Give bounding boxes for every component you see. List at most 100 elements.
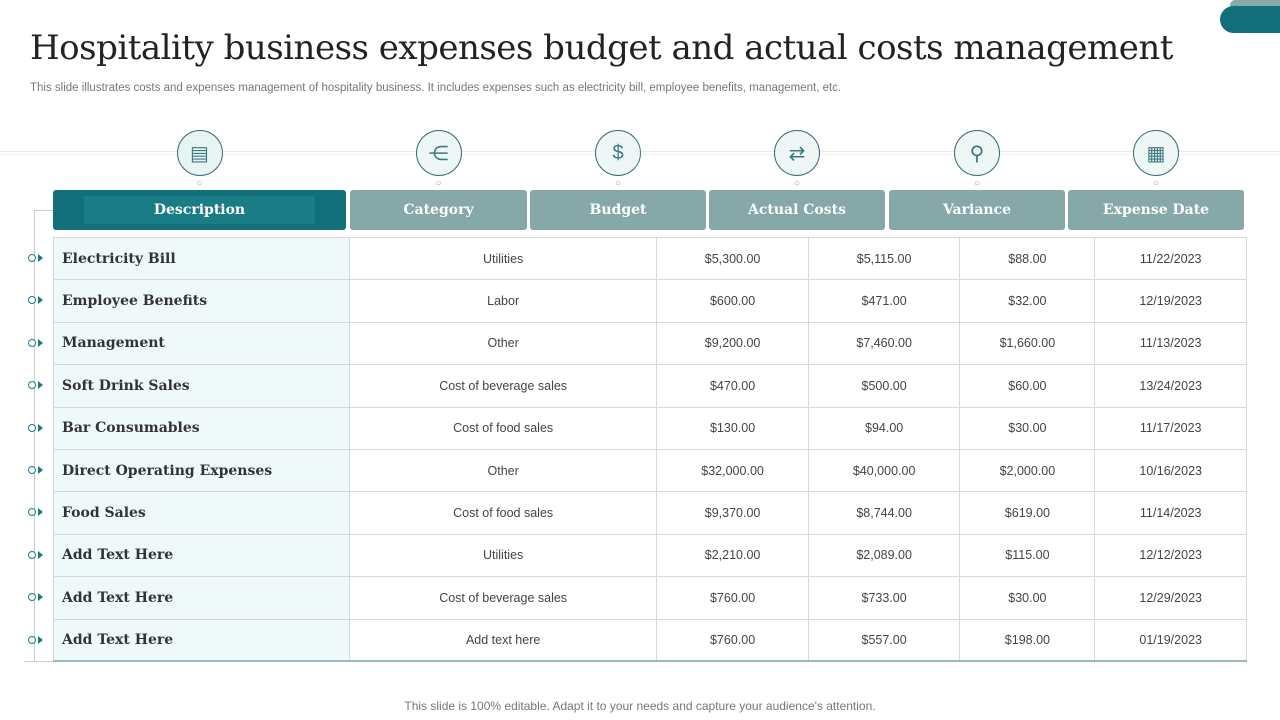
- row-marker-icon: [28, 507, 48, 517]
- table-cell: Add Text Here: [53, 576, 350, 620]
- corner-decoration: [1230, 0, 1280, 10]
- row-marker-icon: [28, 338, 48, 348]
- table-cell: Add text here: [348, 618, 658, 663]
- table-row: Management Other $9,200.00 $7,460.00 $1,660.…: [53, 321, 1247, 366]
- row-marker-icon: [28, 380, 48, 390]
- column-header: Category: [350, 190, 527, 230]
- table-row: Bar Consumables Cost of food sales $130.00…: [53, 406, 1247, 450]
- table-cell: 11/22/2023: [1094, 236, 1247, 281]
- table-cell: $130.00: [656, 406, 809, 450]
- table-cell: Direct Operating Expenses: [53, 448, 350, 493]
- expenses-table: Electricity Bill Utilities $5,300.00 $5,115…: [53, 236, 1247, 663]
- table-cell: $2,089.00: [807, 533, 961, 578]
- table-cell: 11/17/2023: [1094, 406, 1247, 450]
- table-cell: $115.00: [959, 533, 1096, 578]
- timeline-line: [34, 210, 35, 661]
- table-row: Electricity Bill Utilities $5,300.00 $5,115…: [53, 236, 1247, 281]
- page-title: Hospitality business expenses budget and…: [30, 28, 1173, 68]
- table-cell: 11/13/2023: [1094, 321, 1247, 366]
- table-cell: $94.00: [807, 406, 961, 450]
- table-cell: $7,460.00: [807, 321, 961, 366]
- column-header-label: Variance: [942, 202, 1012, 218]
- column-header: Actual Costs: [709, 190, 885, 230]
- column-header-label: Expense Date: [1102, 202, 1210, 218]
- table-cell: Cost of beverage sales: [348, 576, 658, 620]
- table-row: Employee Benefits Labor $600.00 $471.00 $32.…: [53, 279, 1247, 323]
- table-cell: Bar Consumables: [53, 406, 350, 450]
- table-cell: $557.00: [807, 618, 961, 663]
- timeline-line: [34, 210, 53, 211]
- row-marker-icon: [28, 295, 48, 305]
- row-marker-icon: [28, 635, 48, 645]
- currency-exchange-icon: ⇄: [774, 130, 820, 176]
- table-row: Add Text Here Cost of beverage sales $760.…: [53, 576, 1247, 620]
- analytics-icon: ⚲: [954, 130, 1000, 176]
- table-cell: Utilities: [348, 236, 658, 281]
- row-marker-icon: [28, 592, 48, 602]
- footer-note: This slide is 100% editable. Adapt it to…: [404, 699, 876, 713]
- table-row: Direct Operating Expenses Other $32,000.00…: [53, 448, 1247, 493]
- money-bag-icon: $: [595, 130, 641, 176]
- table-cell: Food Sales: [53, 491, 350, 535]
- table-cell: Cost of beverage sales: [348, 364, 658, 408]
- column-header-label: Description: [83, 196, 316, 224]
- table-cell: $760.00: [656, 618, 809, 663]
- table-row: Soft Drink Sales Cost of beverage sales $4…: [53, 364, 1247, 408]
- table-cell: Cost of food sales: [348, 491, 658, 535]
- table-cell: $2,000.00: [959, 448, 1096, 493]
- table-cell: $760.00: [656, 576, 809, 620]
- table-cell: $619.00: [959, 491, 1096, 535]
- column-header: Variance: [889, 190, 1065, 230]
- table-cell: $2,210.00: [656, 533, 809, 578]
- table-cell: Soft Drink Sales: [53, 364, 350, 408]
- table-cell: $88.00: [959, 236, 1096, 281]
- corner-decoration: [1220, 6, 1280, 33]
- column-header: Budget: [530, 190, 706, 230]
- table-cell: 13/24/2023: [1094, 364, 1247, 408]
- table-cell: $9,370.00: [656, 491, 809, 535]
- table-row: Add Text Here Utilities $2,210.00 $2,089.00…: [53, 533, 1247, 578]
- table-cell: $9,200.00: [656, 321, 809, 366]
- table-cell: 12/19/2023: [1094, 279, 1247, 323]
- table-cell: $30.00: [959, 576, 1096, 620]
- table-cell: Add Text Here: [53, 618, 350, 663]
- table-cell: $471.00: [807, 279, 961, 323]
- table-cell: $470.00: [656, 364, 809, 408]
- row-marker-icon: [28, 423, 48, 433]
- page-subtitle: This slide illustrates costs and expense…: [30, 82, 842, 94]
- column-header: Expense Date: [1068, 190, 1244, 230]
- table-cell: 11/14/2023: [1094, 491, 1247, 535]
- table-cell: Other: [348, 448, 658, 493]
- table-cell: $8,744.00: [807, 491, 961, 535]
- table-cell: $32,000.00: [656, 448, 809, 493]
- table-cell: Cost of food sales: [348, 406, 658, 450]
- table-cell: $60.00: [959, 364, 1096, 408]
- table-cell: Electricity Bill: [53, 236, 350, 281]
- column-header-label: Budget: [589, 202, 647, 218]
- calendar-icon: ▦: [1133, 130, 1179, 176]
- table-cell: 10/16/2023: [1094, 448, 1247, 493]
- table-cell: $600.00: [656, 279, 809, 323]
- column-header-label: Category: [403, 202, 474, 218]
- timeline-line: [24, 661, 53, 662]
- table-cell: 01/19/2023: [1094, 618, 1247, 663]
- row-marker-icon: [28, 253, 48, 263]
- table-cell: $500.00: [807, 364, 961, 408]
- table-cell: $40,000.00: [807, 448, 961, 493]
- table-cell: Management: [53, 321, 350, 366]
- column-header-label: Actual Costs: [747, 202, 846, 218]
- table-cell: Utilities: [348, 533, 658, 578]
- table-cell: $733.00: [807, 576, 961, 620]
- table-cell: $32.00: [959, 279, 1096, 323]
- table-cell: Labor: [348, 279, 658, 323]
- table-cell: $198.00: [959, 618, 1096, 663]
- document-icon: ▤: [176, 130, 223, 176]
- table-cell: $1,660.00: [959, 321, 1096, 366]
- table-cell: $5,115.00: [807, 236, 961, 281]
- row-marker-icon: [28, 550, 48, 560]
- table-cell: Add Text Here: [53, 533, 350, 578]
- table-cell: $30.00: [959, 406, 1096, 450]
- row-marker-icon: [28, 465, 48, 475]
- table-cell: $5,300.00: [656, 236, 809, 281]
- hierarchy-icon: ⋲: [415, 130, 462, 176]
